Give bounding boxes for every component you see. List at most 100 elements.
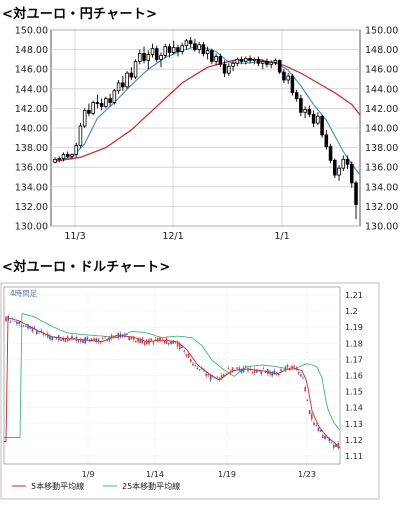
candle-body xyxy=(137,337,139,342)
candle-body xyxy=(104,336,106,338)
candle xyxy=(146,339,148,346)
candle xyxy=(161,337,163,343)
candle xyxy=(121,333,124,339)
candle-body xyxy=(201,44,206,54)
candle-body xyxy=(248,58,252,61)
chart1-title: <対ユーロ・円チャート> xyxy=(2,7,158,22)
candle xyxy=(277,59,282,75)
candle-body xyxy=(256,370,258,373)
candle-body xyxy=(139,338,141,344)
candle xyxy=(184,38,189,50)
candle xyxy=(265,58,269,68)
candle xyxy=(328,437,331,444)
candle xyxy=(193,38,197,52)
candle xyxy=(91,338,93,342)
candle xyxy=(290,74,295,96)
candle xyxy=(14,320,16,322)
x-tick: 1/23 xyxy=(298,470,316,479)
candle xyxy=(40,328,42,333)
candle xyxy=(57,156,62,163)
candle-body xyxy=(220,375,223,380)
candle xyxy=(88,339,91,342)
candle xyxy=(16,319,18,327)
candle-body xyxy=(61,154,66,159)
candle-body xyxy=(193,43,197,51)
candle xyxy=(87,103,91,117)
candle xyxy=(196,365,199,370)
candle xyxy=(214,376,216,379)
y-tick: 1.17 xyxy=(345,355,363,364)
candle xyxy=(337,441,339,450)
candle-body xyxy=(341,158,346,169)
candle xyxy=(110,333,113,341)
candle xyxy=(102,336,104,340)
candle xyxy=(197,41,201,54)
candle-body xyxy=(306,399,309,402)
candle xyxy=(38,332,40,335)
y-tick-left: 144.00 xyxy=(15,84,48,95)
candle xyxy=(247,366,249,373)
candle xyxy=(253,367,256,376)
candle xyxy=(238,365,240,373)
candle xyxy=(150,337,152,343)
candle-body xyxy=(95,338,97,343)
candle xyxy=(29,325,31,329)
candle xyxy=(317,427,320,433)
candle xyxy=(297,369,300,376)
candle xyxy=(9,319,12,323)
candle-body xyxy=(337,167,341,176)
y-tick: 1.15 xyxy=(345,388,363,397)
candle-body xyxy=(214,56,218,62)
candle xyxy=(183,350,185,354)
candle xyxy=(295,366,298,371)
candle-body xyxy=(133,60,138,78)
y-tick-right: 142.00 xyxy=(365,104,398,115)
candle xyxy=(198,368,201,372)
candle-body xyxy=(16,321,18,324)
candle-body xyxy=(240,368,243,373)
candle xyxy=(60,336,62,342)
candle-body xyxy=(295,368,298,371)
candle xyxy=(82,338,84,344)
candle xyxy=(125,71,129,89)
candle xyxy=(106,338,108,342)
candle xyxy=(181,344,183,349)
candle-body xyxy=(184,40,189,47)
candle-body xyxy=(315,424,317,426)
candle-body xyxy=(82,339,84,343)
candle-body xyxy=(203,370,205,372)
candle-body xyxy=(135,341,137,342)
candle-body xyxy=(222,63,227,74)
candle xyxy=(324,433,326,441)
candle-body xyxy=(269,371,271,375)
candle xyxy=(75,335,78,344)
candle-body xyxy=(317,428,320,431)
candle-body xyxy=(102,338,104,340)
candle-body xyxy=(146,54,151,61)
candle-body xyxy=(171,47,176,53)
candle-body xyxy=(273,370,276,374)
candle xyxy=(229,369,232,376)
candle xyxy=(70,153,74,160)
candle-body xyxy=(227,65,231,74)
x-tick: 1/1 xyxy=(274,231,289,242)
candle-body xyxy=(91,339,93,342)
candle-body xyxy=(234,370,236,371)
candle-body xyxy=(256,59,261,64)
candle-body xyxy=(97,338,100,342)
candle xyxy=(222,60,227,78)
candle xyxy=(205,371,207,379)
candle xyxy=(293,364,295,370)
chart2-title: <対ユーロ・ドルチャート> xyxy=(2,260,171,275)
candle xyxy=(143,340,146,347)
candle xyxy=(231,60,235,72)
candle-body xyxy=(99,103,104,107)
y-tick-right: 136.00 xyxy=(365,163,398,174)
candle-body xyxy=(116,82,121,92)
y-tick: 1.12 xyxy=(345,436,363,445)
candle-body xyxy=(249,368,251,371)
candle-body xyxy=(251,372,254,374)
candle xyxy=(185,353,188,359)
candle-body xyxy=(119,333,122,338)
y-tick: 1.14 xyxy=(345,404,363,413)
